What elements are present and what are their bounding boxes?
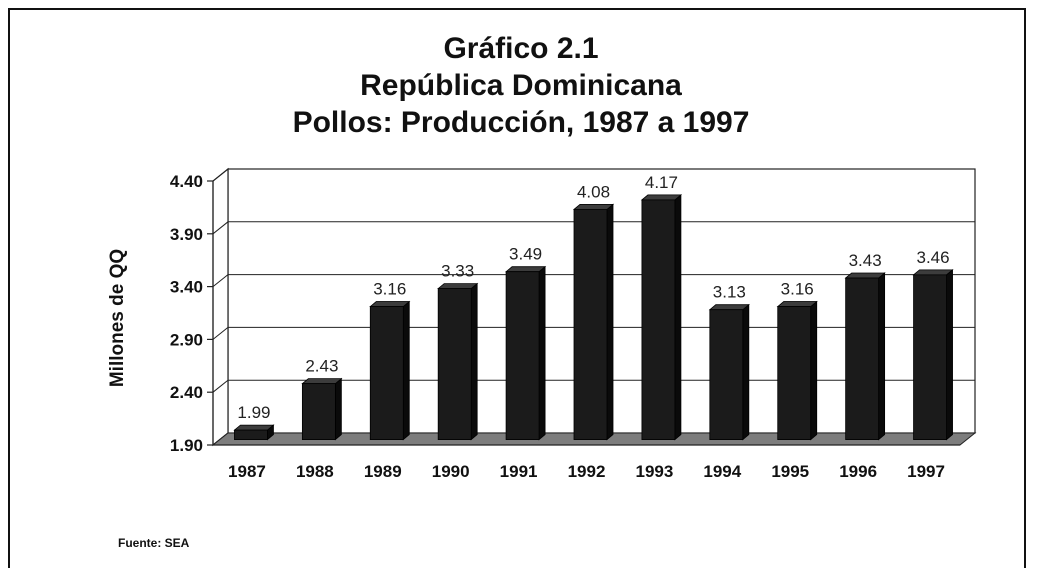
bar-top [369, 301, 411, 307]
x-tick-label: 1997 [907, 462, 945, 481]
data-label: 3.43 [849, 251, 882, 270]
bar [573, 208, 608, 440]
title-line-3: Pollos: Producción, 1987 a 1997 [292, 106, 750, 139]
bar [437, 288, 472, 441]
data-label: 2.43 [305, 357, 338, 376]
gridline [212, 168, 975, 182]
y-tick-label: 1.90 [170, 436, 203, 455]
source-note: Fuente: SEA [118, 536, 190, 550]
gridline [212, 221, 975, 235]
bar-side [606, 203, 614, 441]
x-tick-label: 1988 [296, 462, 334, 481]
bar [301, 383, 336, 440]
x-tick-label: 1992 [568, 462, 606, 481]
data-label: 3.16 [781, 280, 814, 299]
y-tick-label: 2.90 [170, 330, 203, 349]
chart-frame [8, 8, 1026, 568]
bar-side [810, 300, 818, 441]
x-tick-label: 1987 [228, 462, 266, 481]
bar-chart: 1.90 2.40 2.90 3.40 3.90 4.40 1.99 1987 2.43 1988… [170, 167, 977, 481]
x-tick-label: 1990 [432, 462, 470, 481]
data-label: 3.13 [713, 283, 746, 302]
bar-top [233, 424, 275, 431]
bar-top [640, 194, 683, 201]
bar-side [334, 377, 342, 441]
bar-side [470, 282, 478, 441]
bar-top [504, 266, 547, 273]
bar-side [674, 194, 682, 441]
y-tick-label: 2.40 [170, 383, 203, 402]
data-label: 4.17 [645, 173, 678, 192]
title-line-2: República Dominicana [360, 69, 682, 102]
y-tick-label: 3.90 [170, 225, 203, 244]
x-tick-label: 1995 [771, 462, 809, 481]
data-label: 3.49 [509, 245, 542, 264]
x-tick-label: 1996 [839, 462, 877, 481]
bar-side [878, 272, 886, 441]
bar [234, 429, 268, 441]
bar-top [301, 378, 343, 385]
x-tick-label: 1993 [635, 462, 673, 481]
bar [777, 306, 812, 441]
bar [845, 277, 880, 441]
chart-title: Gráfico 2.1 República Dominicana Pollos:… [0, 30, 1042, 141]
bar [641, 199, 676, 441]
bar [709, 309, 744, 441]
data-label: 4.08 [577, 182, 610, 201]
bar-side [946, 269, 953, 441]
bar-top [844, 272, 886, 279]
bar-top [776, 301, 818, 307]
y-tick-label: 4.40 [170, 172, 203, 191]
data-label: 3.46 [916, 248, 949, 267]
bar-side [538, 265, 546, 441]
bar-top [708, 304, 750, 311]
x-tick-label: 1994 [703, 462, 741, 481]
x-tick-label: 1991 [500, 462, 538, 481]
bar [369, 306, 404, 441]
data-label: 1.99 [237, 403, 270, 422]
bar [913, 274, 947, 441]
y-tick-label: 3.40 [170, 278, 203, 297]
data-label: 3.16 [373, 280, 406, 299]
plot-side-wall [212, 167, 229, 447]
x-tick-label: 1989 [364, 462, 402, 481]
bar-side [742, 303, 750, 441]
bar-top [912, 269, 954, 276]
bar-top [572, 203, 615, 210]
gridline [212, 274, 975, 287]
bar [505, 271, 540, 441]
bar-side [402, 300, 410, 441]
data-label: 3.33 [441, 262, 474, 281]
bar-top [437, 283, 479, 289]
title-line-1: Gráfico 2.1 [443, 32, 599, 65]
